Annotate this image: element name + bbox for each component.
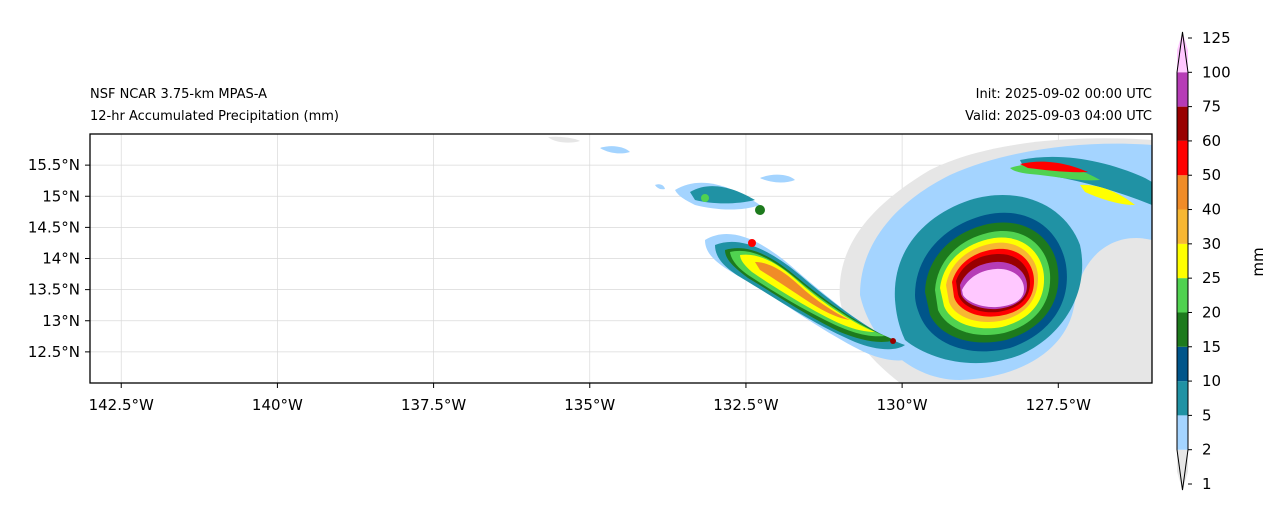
lon-tick-label: 130°W [877,396,928,414]
colorbar-level-label: 15 [1202,338,1221,356]
lat-tick-label: 14.5°N [28,218,80,236]
colorbar-level-label: 75 [1202,98,1221,116]
colorbar-segment [1177,312,1188,347]
colorbar-segment [1177,278,1188,313]
valid-time: Valid: 2025-09-03 04:00 UTC [965,109,1152,124]
colorbar-level-label: 100 [1202,63,1231,81]
colorbar-unit-label: mm [1249,247,1267,276]
colorbar-segment [1177,72,1188,107]
colorbar-level-label: 20 [1202,303,1221,321]
model-name: NSF NCAR 3.75-km MPAS-A [90,87,268,102]
lat-tick-label: 12.5°N [28,343,80,361]
colorbar-segment [1177,140,1188,176]
colorbar-segment [1177,381,1188,416]
lat-tick-label: 13°N [42,312,80,330]
colorbar-level-label: 30 [1202,235,1221,253]
longitude-axis: 142.5°W 140°W 137.5°W 135°W 132.5°W 130°W 127.… [89,383,1091,414]
lon-tick-label: 135°W [564,396,615,414]
map-title-right: Init: 2025-09-02 00:00 UTC Valid: 2025-0… [965,84,1152,128]
lon-tick-label: 132.5°W [713,396,778,414]
colorbar-level-label: 5 [1202,406,1212,424]
colorbar-level-label: 60 [1202,132,1221,150]
init-time: Init: 2025-09-02 00:00 UTC [975,87,1152,102]
lat-tick-label: 15.5°N [28,156,80,174]
colorbar-level-label: 125 [1202,29,1231,47]
colorbar-segment [1177,106,1188,141]
colorbar-segment [1177,346,1188,382]
lat-tick-label: 15°N [42,187,80,205]
colorbar-level-label: 50 [1202,166,1221,184]
colorbar-segment [1177,415,1188,450]
colorbar-segment [1177,32,1188,73]
lon-tick-label: 142.5°W [89,396,154,414]
colorbar-level-label: 2 [1202,441,1212,459]
precipitation-field [548,136,1152,383]
colorbar-segment [1177,243,1188,279]
lat-tick-label: 13.5°N [28,281,80,299]
colorbar-level-label: 10 [1202,372,1221,390]
lon-tick-label: 140°W [252,396,303,414]
colorbar-segment [1177,175,1188,210]
colorbar-level-label: 1 [1202,475,1212,493]
colorbar-level-label: 25 [1202,269,1221,287]
lon-tick-label: 137.5°W [401,396,466,414]
colorbar-level-label: 40 [1202,201,1221,219]
lat-tick-label: 14°N [42,250,80,268]
latitude-axis: 15.5°N 15°N 14.5°N 14°N 13.5°N 13°N 12.5°N [28,156,90,361]
lon-tick-label: 127.5°W [1026,396,1091,414]
colorbar-segment [1177,449,1188,490]
map-title-left: NSF NCAR 3.75-km MPAS-A 12-hr Accumulate… [90,84,339,128]
colorbar-segment [1177,209,1188,244]
field-name: 12-hr Accumulated Precipitation (mm) [90,109,339,124]
